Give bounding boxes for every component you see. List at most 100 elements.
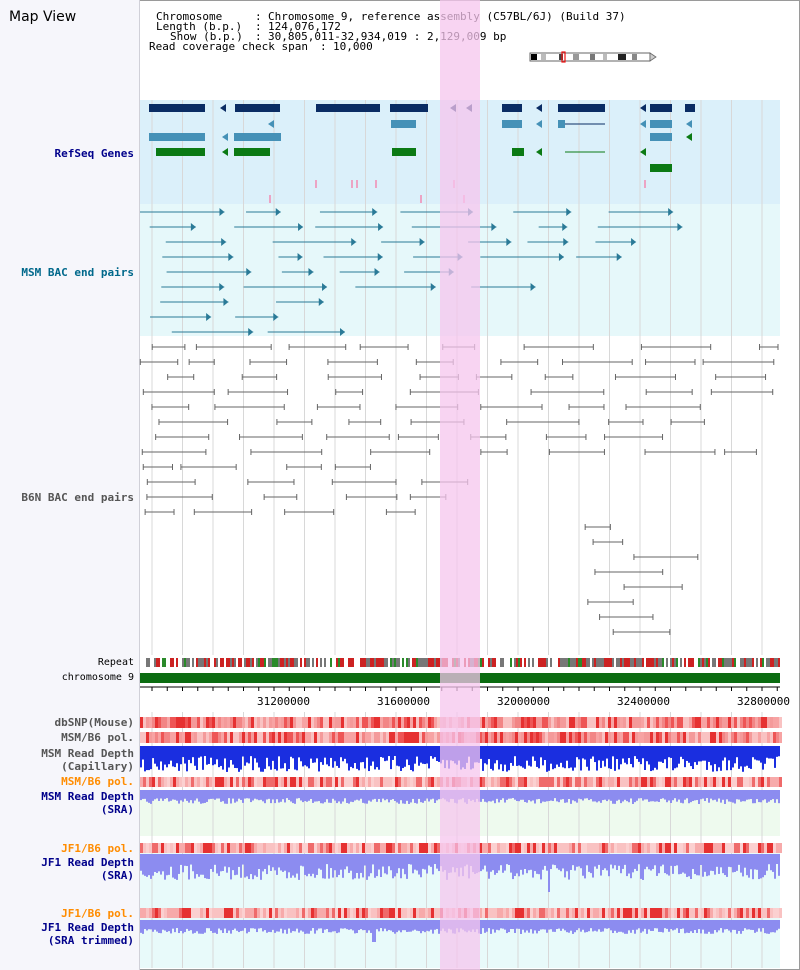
repeat-element	[430, 658, 432, 667]
read-depth-bar	[696, 746, 698, 765]
variant-density-cell	[332, 717, 335, 728]
variant-density-cell	[164, 717, 167, 728]
track-label-jf1-trim[interactable]: JF1 Read Depth	[41, 921, 134, 934]
read-depth-bar	[486, 790, 488, 803]
repeat-element	[630, 658, 632, 667]
track-label-b6n-bac[interactable]: B6N BAC end pairs	[21, 491, 134, 504]
read-depth-bar	[652, 920, 654, 931]
variant-density-cell	[632, 908, 635, 918]
read-depth-bar	[656, 790, 658, 802]
variant-density-cell	[359, 732, 362, 743]
read-depth-bar	[206, 920, 208, 929]
read-depth-bar	[242, 854, 244, 865]
read-depth-bar	[714, 920, 716, 931]
read-depth-bar	[574, 746, 576, 768]
read-depth-bar	[672, 746, 674, 771]
track-label-jf1-depth[interactable]: JF1 Read Depth	[41, 856, 134, 869]
variant-density-cell	[278, 843, 281, 853]
variant-density-cell	[560, 777, 563, 787]
gene-arrow-icon	[686, 120, 692, 128]
read-depth-bar	[166, 746, 168, 768]
variant-density-cell	[764, 717, 767, 728]
variant-density-cell	[350, 732, 353, 743]
read-depth-bar	[556, 790, 558, 802]
variant-density-cell	[653, 732, 656, 743]
repeat-element	[166, 658, 168, 667]
variant-density-cell	[329, 908, 332, 918]
read-depth-bar	[384, 790, 386, 801]
read-depth-bar	[774, 746, 776, 768]
read-depth-bar	[612, 746, 614, 757]
repeat-element	[506, 658, 508, 667]
header-colon-3: :	[255, 30, 262, 43]
variant-density-cell	[704, 908, 707, 918]
read-depth-bar	[270, 920, 272, 933]
read-depth-bar	[636, 920, 638, 930]
read-depth-bar	[226, 790, 228, 804]
repeat-element	[734, 658, 736, 667]
track-label-jf1-b6-pol-1[interactable]: JF1/B6 pol.	[61, 842, 134, 855]
track-label-msm-depth-cap[interactable]: MSM Read Depth	[41, 747, 134, 760]
read-depth-bar	[290, 790, 292, 802]
track-label-jf1-b6-pol-2[interactable]: JF1/B6 pol.	[61, 907, 134, 920]
variant-density-cell	[503, 908, 506, 918]
read-depth-bar	[652, 790, 654, 802]
repeat-element	[518, 658, 520, 667]
repeat-element	[194, 658, 196, 667]
gene-arrow-icon	[536, 104, 542, 112]
track-label-refseq[interactable]: RefSeq Genes	[54, 147, 134, 160]
read-depth-bar	[194, 854, 196, 879]
track-label-msm-bac[interactable]: MSM BAC end pairs	[21, 266, 134, 279]
variant-density-cell	[581, 777, 584, 787]
variant-density-cell	[686, 843, 689, 853]
variant-density-cell	[551, 843, 554, 853]
track-label-msm-b6-pol-2[interactable]: MSM/B6 pol.	[61, 775, 134, 788]
read-depth-bar	[432, 854, 434, 875]
track-label-repeat[interactable]: Repeat	[97, 657, 134, 668]
read-depth-bar	[520, 790, 522, 800]
read-depth-bar	[264, 920, 266, 931]
variant-density-cell	[482, 717, 485, 728]
variant-density-cell	[740, 777, 743, 787]
variant-density-cell	[308, 843, 311, 853]
repeat-element	[758, 658, 760, 667]
read-depth-bar	[226, 854, 228, 873]
variant-density-cell	[551, 777, 554, 787]
read-depth-bar	[482, 920, 484, 929]
read-depth-bar	[640, 790, 642, 799]
read-depth-bar	[590, 790, 592, 800]
variant-density-cell	[776, 717, 779, 728]
repeat-element	[314, 658, 316, 667]
variant-density-cell	[302, 732, 305, 743]
variant-density-cell	[203, 843, 206, 853]
read-depth-bar	[406, 746, 408, 760]
variant-density-cell	[713, 717, 716, 728]
repeat-element	[688, 658, 690, 667]
variant-density-cell	[479, 843, 482, 853]
variant-density-cell	[398, 908, 401, 918]
read-depth-bar	[572, 790, 574, 801]
variant-density-cell	[290, 908, 293, 918]
repeat-element	[510, 658, 512, 667]
variant-density-cell	[689, 717, 692, 728]
read-depth-bar	[690, 854, 692, 880]
variant-density-cell	[374, 717, 377, 728]
read-depth-bar	[524, 854, 526, 869]
variant-density-cell	[560, 843, 563, 853]
variant-density-cell	[515, 908, 518, 918]
track-label-chromosome[interactable]: chromosome 9	[61, 672, 134, 683]
track-label-msm-depth-sra[interactable]: MSM Read Depth	[41, 790, 134, 803]
selected-region-highlight[interactable]	[440, 0, 480, 970]
read-depth-bar	[336, 854, 338, 878]
read-depth-bar	[732, 920, 734, 930]
read-depth-bar	[628, 746, 630, 759]
read-depth-bar	[714, 790, 716, 800]
variant-density-cell	[596, 777, 599, 787]
repeat-element	[152, 658, 154, 667]
track-label-msm-b6-pol-1[interactable]: MSM/B6 pol.	[61, 731, 134, 744]
variant-density-cell	[665, 717, 668, 728]
variant-density-cell	[203, 777, 206, 787]
read-depth-bar	[316, 790, 318, 802]
track-label-dbsnp[interactable]: dbSNP(Mouse)	[54, 716, 134, 729]
